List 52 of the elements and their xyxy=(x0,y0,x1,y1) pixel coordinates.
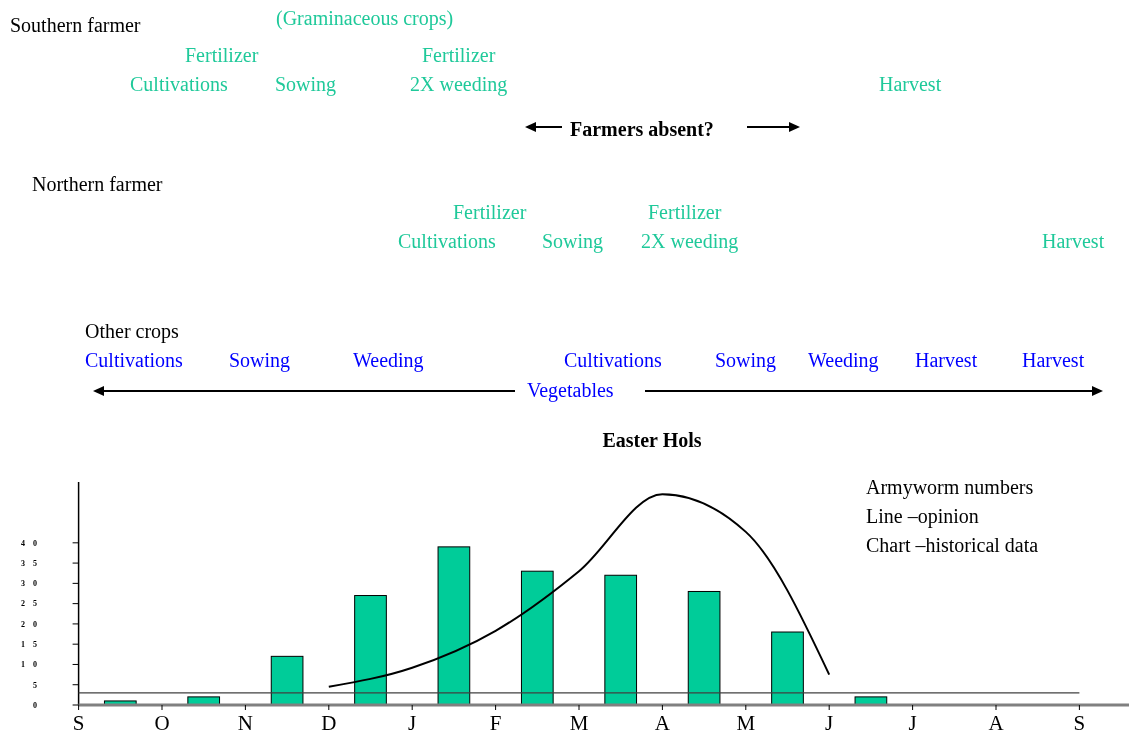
annotation: Chart –historical data xyxy=(866,534,1039,556)
text: Vegetables xyxy=(527,379,614,402)
text: Northern farmer xyxy=(32,173,163,195)
y-tick-label: 30 xyxy=(21,579,45,589)
text: Sowing xyxy=(542,230,604,253)
text: Fertilizer xyxy=(453,201,527,223)
text: Fertilizer xyxy=(422,44,496,66)
text: Harvest xyxy=(1042,230,1105,252)
x-tick-label: J xyxy=(908,711,917,735)
x-tick-label: N xyxy=(237,711,253,735)
text: Sowing xyxy=(275,73,337,96)
x-tick-label: M xyxy=(736,711,756,735)
text: Sowing xyxy=(715,349,777,372)
text: Fertilizer xyxy=(185,44,259,66)
text: 2X weeding xyxy=(641,230,739,253)
text: Weeding xyxy=(808,349,879,372)
text: Cultivations xyxy=(130,73,228,95)
y-tick-label: 25 xyxy=(21,599,45,609)
x-tick-label: A xyxy=(988,711,1005,735)
x-tick-label: J xyxy=(408,711,417,735)
text: Harvest xyxy=(879,73,942,95)
x-tick-label: S xyxy=(1073,711,1086,735)
x-tick-label: D xyxy=(321,711,337,735)
y-tick-label: 5 xyxy=(33,680,45,690)
text: Cultivations xyxy=(564,349,662,371)
text: Other crops xyxy=(85,320,180,343)
text: Cultivations xyxy=(85,349,183,371)
annotation: Armyworm numbers xyxy=(866,476,1034,499)
y-tick-label: 40 xyxy=(21,538,45,548)
text: Weeding xyxy=(353,349,424,372)
y-tick-label: 0 xyxy=(33,700,45,710)
text: Sowing xyxy=(229,349,291,372)
text: Cultivations xyxy=(398,230,496,252)
text: Fertilizer xyxy=(648,201,722,223)
y-tick-label: 10 xyxy=(21,660,45,670)
annotation: Line –opinion xyxy=(866,505,979,528)
x-tick-label: M xyxy=(569,711,589,735)
x-tick-label: S xyxy=(72,711,85,735)
y-tick-label: 20 xyxy=(21,619,45,629)
text: (Graminaceous crops) xyxy=(276,7,454,30)
text: Southern farmer xyxy=(10,14,141,36)
x-tick-label: A xyxy=(654,711,671,735)
x-tick-label: J xyxy=(825,711,834,735)
x-tick-label: F xyxy=(489,711,502,735)
text: Easter Hols xyxy=(602,429,702,451)
text: 2X weeding xyxy=(410,73,508,96)
y-tick-label: 15 xyxy=(21,639,45,649)
y-tick-label: 35 xyxy=(21,558,45,568)
x-tick-label: O xyxy=(154,711,170,735)
text: Farmers absent? xyxy=(570,118,714,140)
text: Harvest xyxy=(1022,349,1085,371)
text: Harvest xyxy=(915,349,978,371)
